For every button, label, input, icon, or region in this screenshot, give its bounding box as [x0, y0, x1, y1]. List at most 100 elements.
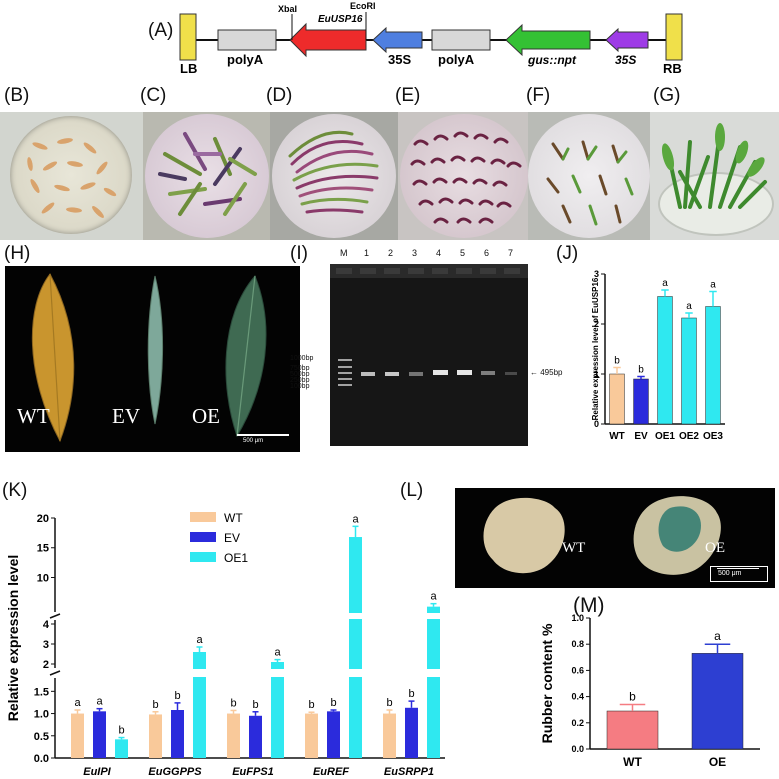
- panel-label-c: (C): [140, 85, 167, 106]
- leaf-staining-photo: WT EV OE 500 μm: [5, 266, 300, 452]
- photo-c: [143, 112, 270, 240]
- bar: [633, 378, 649, 425]
- bar: [271, 662, 284, 758]
- significance-letter: b: [230, 697, 236, 709]
- photo-f: [528, 112, 650, 240]
- y-tick-label: 1: [594, 369, 599, 379]
- polya-box-2: [431, 29, 491, 51]
- callus-scale-label: 500 μm: [718, 570, 742, 577]
- significance-letter: a: [274, 647, 281, 659]
- bar: [327, 711, 340, 758]
- callus-photo: WT OE 500 μm: [455, 488, 775, 588]
- gene-arrow: [289, 22, 367, 58]
- gel-lane-label: 5: [460, 248, 466, 258]
- panel-label-g: (G): [653, 85, 681, 106]
- y-tick-label: 1.0: [34, 709, 49, 721]
- photo-b: [0, 112, 143, 240]
- panel-label-a: (A): [148, 20, 174, 41]
- marker-size-label: 1000bp: [290, 355, 314, 362]
- lb-border: [179, 13, 197, 61]
- y-tick-label: 0.5: [34, 731, 49, 743]
- lb-label: LB: [180, 61, 197, 76]
- gene-label: EuUSP16: [318, 14, 363, 25]
- y-axis-label: Relative expression level: [5, 555, 21, 722]
- callus-images: [483, 496, 721, 575]
- panel-label-j: (J): [556, 243, 579, 264]
- bar: [681, 317, 697, 425]
- marker-size-label: 750bp: [290, 365, 310, 372]
- wt-callus: [483, 497, 565, 574]
- y-tick-label: 1.0: [571, 613, 584, 623]
- y-tick-label: 0.0: [34, 753, 49, 765]
- band-size-label: ← 495bp: [530, 368, 563, 377]
- y-tick-label: 0.0: [571, 744, 584, 754]
- y-tick-label: 3: [43, 639, 49, 651]
- gel-lane-label: 1: [364, 248, 370, 258]
- significance-letter: b: [252, 699, 258, 711]
- bar-break-gap: [270, 669, 285, 677]
- significance-letter: b: [614, 356, 620, 367]
- marker-size-label: 250bp: [290, 377, 310, 384]
- gel-lane-label: 2: [388, 248, 394, 258]
- axis-break-mark: [49, 670, 61, 676]
- rb-label: RB: [663, 61, 682, 76]
- bar: [657, 296, 673, 425]
- polya-label-2: polyA: [438, 52, 475, 67]
- significance-letter: b: [330, 697, 336, 709]
- category-label: EuFPS1: [232, 766, 274, 778]
- significance-letter: b: [638, 365, 644, 376]
- y-tick-label: 1.5: [34, 686, 49, 698]
- ev-label: EV: [112, 404, 140, 428]
- bar: [427, 606, 440, 758]
- xbai-label: XbaI: [278, 4, 297, 14]
- polya-box-1: [217, 29, 277, 51]
- explants-e: [410, 131, 522, 224]
- bar: [149, 714, 162, 758]
- promoter-arrow-2: [605, 27, 649, 53]
- category-label: OE2: [679, 431, 699, 442]
- bar: [606, 710, 659, 750]
- wt-label: WT: [17, 404, 50, 428]
- significance-letter: a: [352, 513, 359, 525]
- photo-g: [650, 112, 779, 240]
- gel-lane-label: M: [340, 248, 348, 258]
- band-size-text: 495bp: [540, 368, 563, 377]
- significance-letter: a: [686, 301, 692, 312]
- marker-ladder: [338, 359, 352, 386]
- leaf-images: [31, 273, 267, 443]
- category-label: WT: [623, 755, 642, 769]
- callus-scale-bar: [717, 568, 759, 569]
- gel-lane-label: 4: [436, 248, 442, 258]
- panel-label-k: (K): [2, 480, 28, 501]
- bar-break-gap: [426, 613, 441, 619]
- category-label: EuREF: [313, 766, 349, 778]
- photo-d: [270, 112, 398, 240]
- significance-letter: b: [118, 725, 124, 737]
- polya-label-1: polyA: [227, 52, 264, 67]
- chart-m: 0.0 0.2 0.4 0.6 0.8 1.0 b WT a OE Rubber content %: [539, 613, 760, 769]
- callus-scale-box: [710, 566, 768, 582]
- gel-image: [330, 264, 528, 446]
- legend-swatch: [190, 512, 216, 522]
- chart-j: 0 1 2 3 b WT b EV a OE1 a OE2 a OE3 Relative expressio…: [591, 269, 725, 442]
- y-tick-label: 0.6: [571, 665, 584, 675]
- y-tick-label: 4: [43, 619, 50, 631]
- category-label: EuGGPPS: [148, 766, 202, 778]
- explants-d: [288, 130, 379, 214]
- reporter-label: gus::npt: [527, 53, 577, 67]
- explant-seeds-b: [27, 138, 117, 218]
- callus-oe-label: OE: [705, 540, 725, 556]
- chart-k: 0.0 0.5 1.0 1.5 2 3 4 10 15 20 a a b EuIPI b b a EuGGPPS b…: [5, 511, 445, 778]
- panel-label-i: (I): [290, 243, 308, 264]
- significance-letter: b: [174, 690, 180, 702]
- promoter-label-2: 35S: [615, 53, 636, 67]
- gel-lane-label: 3: [412, 248, 418, 258]
- marker-size-label: 100bp: [290, 383, 310, 390]
- bar: [93, 711, 106, 758]
- legend-label: OE1: [224, 551, 248, 565]
- y-tick-label: 2: [594, 319, 599, 329]
- significance-letter: a: [196, 634, 203, 646]
- panel-label-d: (D): [266, 85, 293, 106]
- legend-label: WT: [224, 511, 243, 525]
- culture-photo-strip: [0, 112, 779, 240]
